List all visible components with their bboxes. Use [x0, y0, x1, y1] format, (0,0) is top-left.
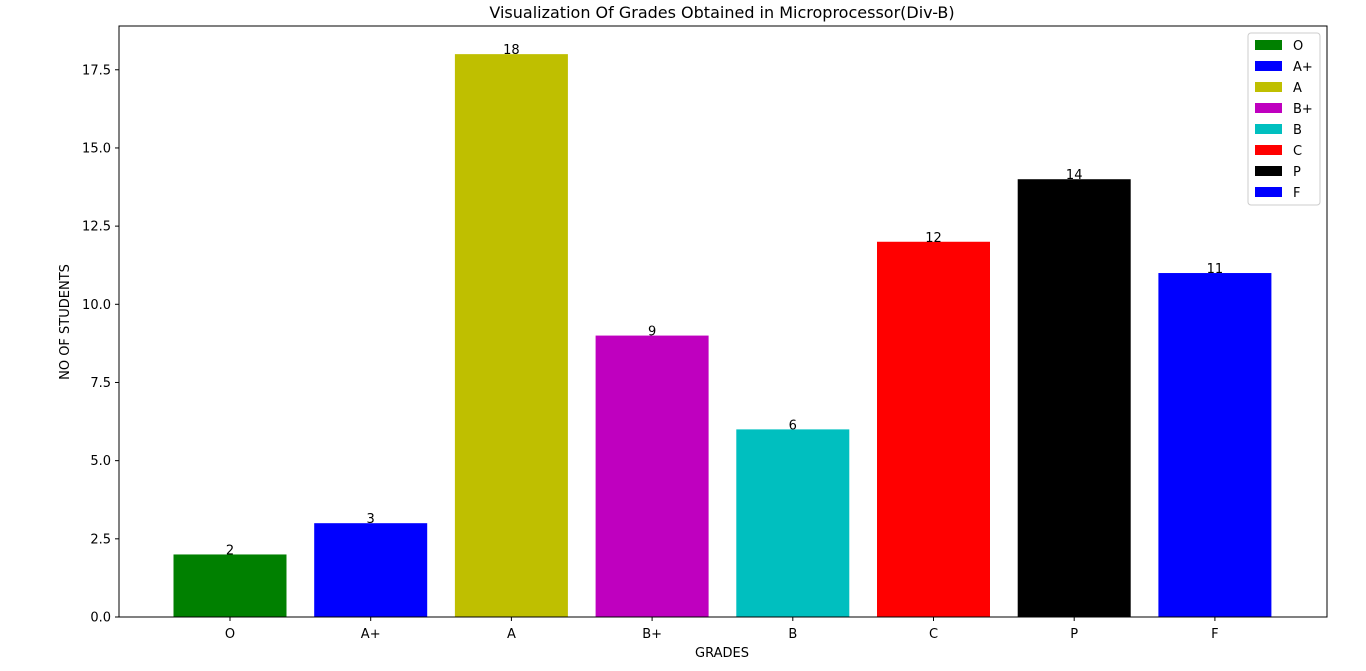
- x-tick-label-A+: A+: [361, 627, 381, 642]
- x-tick-label-O: O: [225, 627, 235, 642]
- x-tick-label-P: P: [1070, 627, 1078, 642]
- legend-swatch-A+: [1255, 61, 1282, 71]
- plot-frame: [118, 25, 1328, 618]
- x-tick-label-B: B: [788, 627, 797, 642]
- y-tick-label-5: 12.5: [82, 220, 111, 235]
- bar-O: [173, 554, 287, 617]
- bar-A: [454, 54, 568, 617]
- legend-swatch-B+: [1255, 103, 1282, 113]
- legend-label-O: O: [1293, 39, 1303, 54]
- x-tick-label-C: C: [929, 627, 938, 642]
- legend-label-C: C: [1293, 144, 1302, 159]
- legend-label-B+: B+: [1293, 102, 1313, 117]
- x-tick-label-A: A: [507, 627, 516, 642]
- data-label-B+: 9: [648, 325, 656, 340]
- legend-box: [1247, 32, 1321, 206]
- bar-F: [1158, 273, 1272, 617]
- y-tick-label-2: 5.0: [90, 454, 111, 469]
- legend-label-B: B: [1293, 123, 1302, 138]
- bar-P: [1017, 179, 1131, 617]
- y-tick-label-1: 2.5: [90, 532, 111, 547]
- plot-area: 2 O 3 A+ 18 A 9 B+ 6 B 12 C 14 P 11 F 0.0 2.5 5.0 7.5 10.0 12…: [82, 25, 1328, 642]
- x-axis-label: GRADES: [695, 646, 749, 661]
- data-label-P: 14: [1066, 168, 1083, 183]
- data-label-A+: 3: [367, 512, 375, 527]
- legend-swatch-B: [1255, 124, 1282, 134]
- data-label-B: 6: [789, 418, 797, 433]
- y-tick-label-4: 10.0: [82, 298, 111, 313]
- bar-C: [877, 241, 990, 617]
- legend-swatch-A: [1255, 82, 1282, 92]
- y-tick-label-7: 17.5: [82, 63, 111, 78]
- y-tick-label-6: 15.0: [82, 141, 111, 156]
- bar-A+: [314, 523, 428, 617]
- data-label-F: 11: [1207, 262, 1224, 277]
- y-tick-label-0: 0.0: [90, 611, 111, 626]
- legend-swatch-P: [1255, 166, 1282, 176]
- y-tick-label-3: 7.5: [90, 376, 111, 391]
- legend-swatch-F: [1255, 187, 1282, 197]
- x-tick-label-B+: B+: [642, 627, 662, 642]
- legend-swatch-O: [1255, 40, 1282, 50]
- data-label-O: 2: [226, 543, 234, 558]
- bar-B+: [595, 335, 709, 617]
- legend-label-A+: A+: [1293, 60, 1313, 75]
- data-label-C: 12: [925, 231, 942, 246]
- x-tick-label-F: F: [1211, 627, 1218, 642]
- legend-swatch-C: [1255, 145, 1282, 155]
- data-label-A: 18: [503, 43, 520, 58]
- legend-label-F: F: [1293, 186, 1300, 201]
- legend-label-P: P: [1293, 165, 1301, 180]
- legend-label-A: A: [1293, 81, 1302, 96]
- y-axis-label: NO OF STUDENTS: [58, 264, 73, 380]
- chart-title: Visualization Of Grades Obtained in Micr…: [489, 3, 954, 22]
- bar-B: [736, 429, 850, 617]
